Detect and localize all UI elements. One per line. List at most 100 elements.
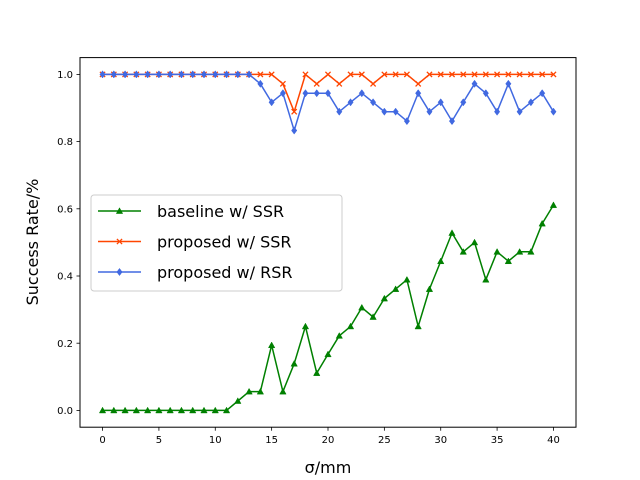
data-point [381,107,388,116]
y-tick-label: 0.2 [57,339,73,350]
data-point [110,406,118,414]
data-point [494,71,501,78]
data-point [437,257,445,265]
data-point [301,322,310,330]
legend-item: proposed w/ SSR [98,233,292,252]
data-point [381,71,388,78]
data-point [178,70,185,79]
legend-marker [116,238,123,245]
legend-box [90,194,343,292]
data-point [448,71,456,78]
series-3 [99,70,557,135]
data-point [549,201,558,208]
data-point [539,89,546,98]
data-point [550,71,557,78]
data-point [505,71,512,78]
data-point [211,406,219,414]
data-point [268,98,275,107]
data-point [121,406,129,414]
y-axis-label: Success Rate/% [23,179,42,306]
data-point [425,285,434,292]
data-point [313,80,320,87]
data-point [505,79,512,88]
data-point [200,70,208,79]
data-point [133,70,140,79]
data-point [437,98,444,107]
data-point [392,285,400,292]
x-tick-label: 0 [99,435,105,446]
data-point [291,108,298,115]
legend-marker [116,267,123,277]
data-point [256,387,264,395]
data-point [347,71,354,78]
data-point [144,70,151,79]
data-point [380,294,388,302]
legend-label: proposed w/ SSR [157,233,292,252]
data-point [369,313,377,320]
data-point [504,257,512,265]
data-point [234,70,241,79]
y-axis-ticks: 0.0 0.2 0.4 0.6 0.8 1.0 [57,70,80,417]
data-point [324,89,332,98]
data-point [460,98,467,107]
data-point [268,71,275,78]
data-point [403,117,410,126]
data-point [155,406,163,414]
data-point [144,406,152,414]
data-point [268,341,276,349]
data-point [336,107,343,116]
data-point [470,238,479,246]
data-point [99,70,106,79]
data-point [459,248,467,255]
data-point [155,70,162,79]
x-tick-label: 5 [156,435,162,446]
data-point [414,322,422,330]
data-point [538,219,546,227]
legend-item: proposed w/ RSR [98,263,293,282]
data-point [302,71,309,78]
y-tick-label: 0.4 [57,272,73,283]
x-tick-label: 40 [547,435,560,446]
data-point [167,70,174,79]
x-tick-label: 35 [491,435,504,446]
x-tick-label: 20 [322,435,335,446]
x-tick-label: 15 [265,435,278,446]
data-point [426,71,433,78]
data-point [279,387,287,395]
data-point [392,107,399,116]
data-point [415,89,422,98]
data-point [448,229,456,236]
data-point [539,71,546,78]
data-point [212,70,219,79]
x-tick-label: 10 [209,435,222,446]
data-point [257,71,264,78]
data-point [122,70,129,79]
data-point [279,89,286,98]
x-tick-label: 30 [434,435,447,446]
data-point [302,89,309,98]
data-point [189,70,196,79]
y-tick-label: 0.6 [57,204,73,215]
data-point [415,80,422,87]
series-layer [98,70,558,414]
legend-label: baseline w/ SSR [157,202,284,221]
data-point [403,71,410,78]
data-point [527,98,534,107]
data-point [392,71,399,78]
data-point [527,248,535,255]
data-point [437,71,444,78]
data-point [426,107,433,116]
data-point [245,387,253,395]
data-point [324,350,332,358]
data-point [335,332,343,339]
data-point [516,248,524,255]
data-point [494,107,501,116]
data-point [257,79,264,88]
data-point [471,71,478,78]
data-point [246,70,253,79]
data-point [358,303,366,311]
data-point [223,70,230,79]
x-tick-label: 25 [378,435,391,446]
data-point [370,98,377,107]
